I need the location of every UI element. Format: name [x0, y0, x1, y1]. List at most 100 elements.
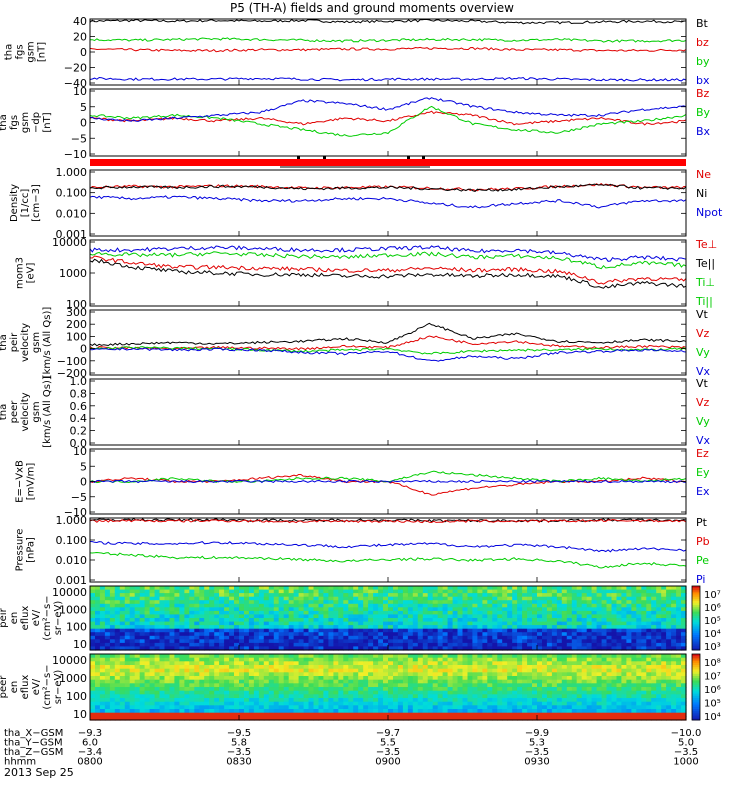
spectrogram-cell — [457, 596, 464, 601]
spectrogram-cell — [482, 607, 488, 612]
spectrogram-cell — [318, 610, 325, 616]
spectrogram-cell — [417, 709, 424, 714]
spectrogram-cell — [139, 712, 146, 717]
spectrogram-cell — [581, 679, 588, 684]
spectrogram-cell — [482, 690, 488, 695]
spectrogram-cell — [298, 683, 305, 688]
spectrogram-cell — [462, 603, 469, 608]
spectrogram-cell — [179, 698, 185, 703]
legend-entry: Te|| — [695, 257, 715, 270]
spectrogram-cell — [487, 607, 493, 612]
spectrogram-cell — [477, 683, 483, 688]
y-axis-label-line: gsm — [31, 332, 42, 353]
spectrogram-cell — [626, 668, 632, 673]
spectrogram-cell — [507, 712, 513, 717]
y-axis-label-line: fgs — [9, 115, 20, 130]
spectrogram-cell — [646, 618, 652, 623]
spectrogram-cell — [258, 600, 265, 605]
spectrogram-cell — [651, 665, 657, 670]
spectrogram-cell — [144, 690, 151, 695]
spectrogram-cell — [581, 610, 588, 616]
spectrogram-cell — [393, 610, 399, 616]
spectrogram-cell — [109, 628, 116, 633]
spectrogram-cell — [616, 614, 623, 619]
spectrogram-cell — [497, 607, 503, 612]
spectrogram-cell — [556, 690, 563, 695]
spectrogram-cell — [283, 672, 290, 677]
spectrogram-cell — [95, 665, 101, 670]
spectrogram-cell — [179, 661, 185, 666]
spectrogram-cell — [129, 676, 136, 681]
spectrogram-cell — [159, 635, 166, 640]
spectrogram-cell — [626, 646, 632, 651]
spectrogram-cell — [641, 709, 647, 714]
spectrogram-cell — [139, 586, 146, 591]
spectrogram-cell — [363, 687, 369, 692]
spectrogram-cell — [174, 705, 180, 710]
spectrogram-cell — [348, 603, 354, 608]
spectrogram-cell — [636, 654, 642, 659]
spectrogram-cell — [199, 635, 205, 640]
spectrogram-cell — [517, 712, 523, 717]
spectrogram-cell — [651, 603, 657, 608]
spectrogram-cell — [631, 683, 637, 688]
spectrogram-cell — [99, 618, 106, 623]
legend-entry: Vt — [696, 377, 709, 390]
spectrogram-cells — [90, 654, 687, 721]
spectrogram-cell — [129, 632, 136, 637]
spectrogram-cell — [244, 690, 250, 695]
spectrogram-cell — [273, 657, 280, 662]
spectrogram-cell — [482, 646, 488, 651]
spectrogram-cell — [95, 589, 101, 594]
spectrogram-cell — [283, 618, 290, 623]
spectrogram-cell — [114, 709, 121, 714]
spectrogram-cell — [104, 661, 111, 666]
spectrogram-cell — [422, 589, 429, 594]
spectrogram-cell — [651, 690, 657, 695]
legend-entry: Bt — [696, 17, 709, 30]
spectrogram-cell — [234, 635, 240, 640]
spectrogram-cell — [348, 596, 354, 601]
spectrogram-cell — [328, 607, 334, 612]
spectrogram-cell — [442, 589, 449, 594]
spectrogram-cell — [447, 712, 454, 717]
spectrogram-cell — [308, 698, 315, 703]
spectrogram-cell — [189, 635, 195, 640]
spectrogram-cell — [134, 665, 141, 670]
spectrogram-cell — [288, 610, 295, 616]
spectrogram-cell — [318, 712, 325, 717]
spectrogram-cell — [95, 621, 101, 626]
spectrogram-cell — [204, 610, 210, 616]
spectrogram-cell — [636, 625, 642, 630]
spectrogram-cell — [512, 712, 518, 717]
spectrogram-cell — [253, 690, 260, 695]
spectrogram-cell — [482, 603, 488, 608]
spectrogram-cell — [586, 679, 593, 684]
spectrogram-cell — [214, 610, 220, 616]
spectrogram-cell — [606, 694, 613, 699]
series-line-fgs_gsm — [89, 76, 687, 82]
spectrogram-cell — [631, 679, 637, 684]
spectrogram-cell — [601, 607, 608, 612]
spectrogram-cell — [204, 668, 210, 673]
spectrogram-cell — [571, 665, 578, 670]
spectrogram-cell — [363, 712, 369, 717]
spectrogram-cell — [239, 614, 245, 619]
spectrogram-cell — [621, 642, 627, 648]
spectrogram-cell — [169, 698, 176, 703]
spectrogram-cell — [397, 642, 404, 648]
spectrogram-cell — [447, 716, 454, 721]
spectrogram-cell — [244, 589, 250, 594]
spectrogram-cell — [427, 625, 434, 630]
spectrogram-cell — [437, 668, 444, 673]
spectrogram-cell — [472, 600, 478, 605]
spectrogram-cell — [139, 668, 146, 673]
spectrogram-cell — [388, 676, 394, 681]
spectrogram-cell — [268, 603, 275, 608]
spectrogram-cell — [303, 705, 310, 710]
spectrogram-cell — [268, 610, 275, 616]
spectrogram-cell — [258, 683, 265, 688]
spectrogram-cell — [358, 654, 364, 659]
spectrogram-cell — [581, 690, 588, 695]
spectrogram-cell — [159, 639, 166, 644]
